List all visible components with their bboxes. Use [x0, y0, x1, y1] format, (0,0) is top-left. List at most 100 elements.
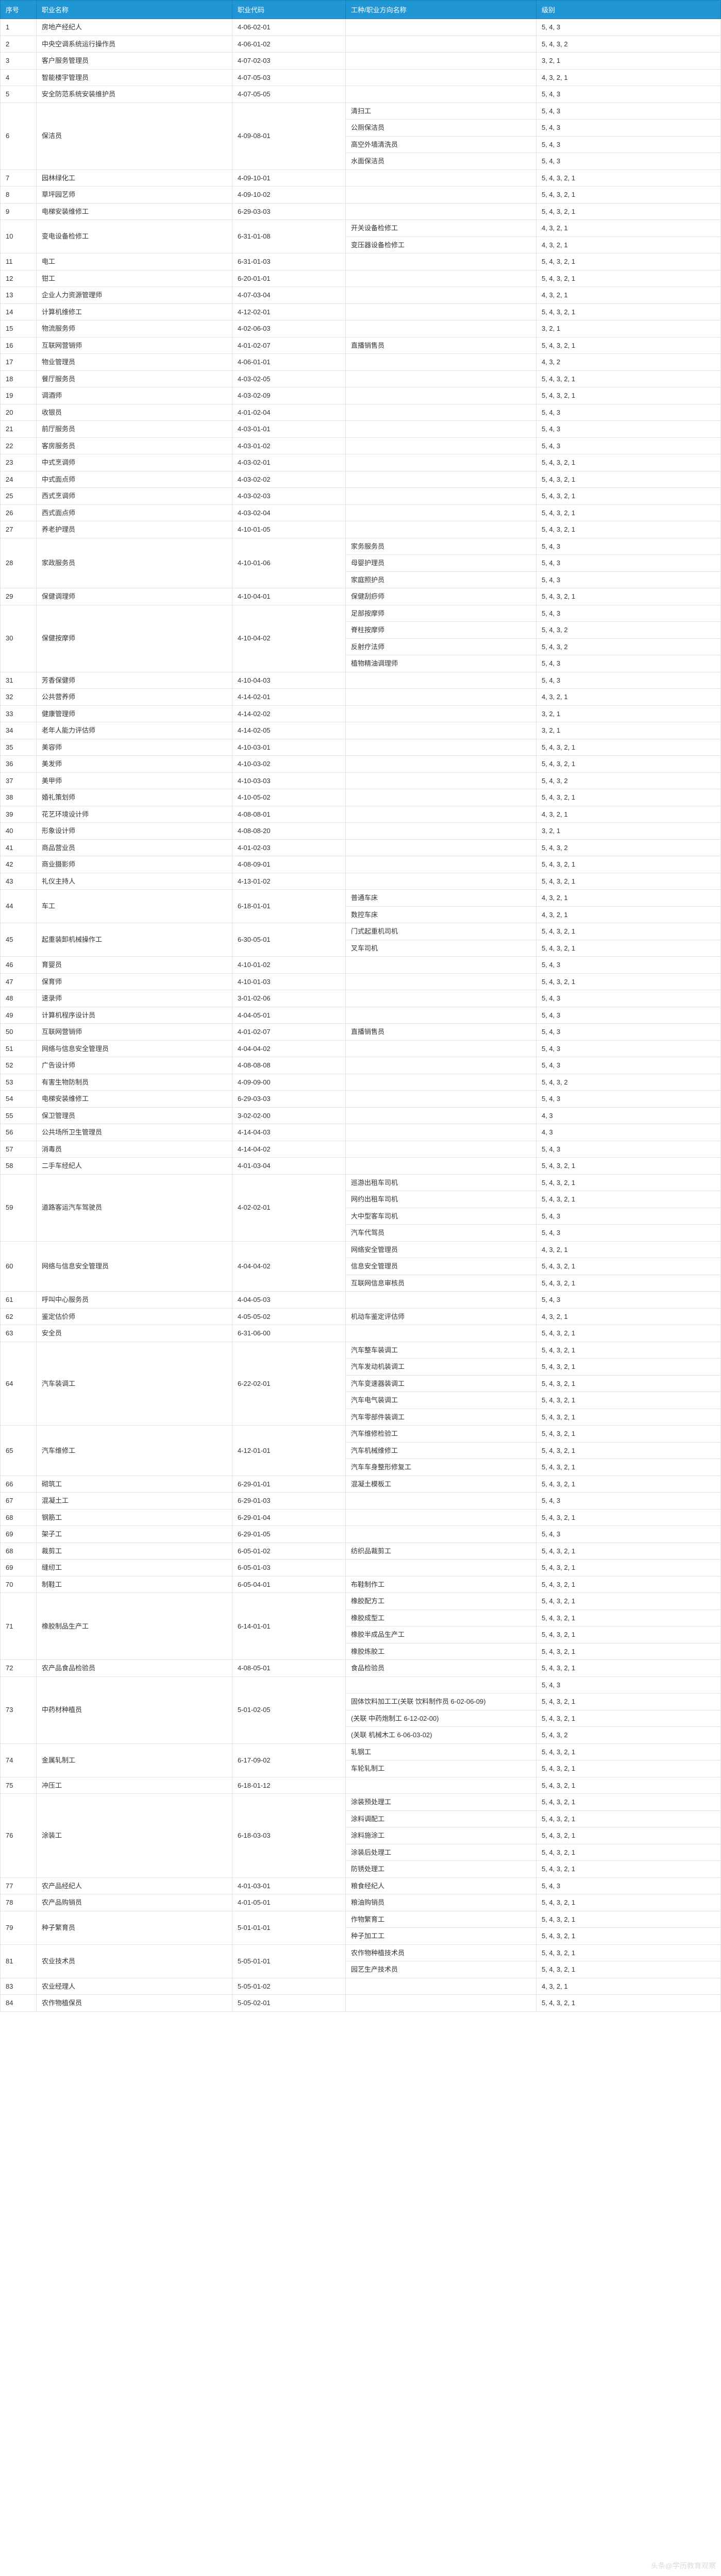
cell-level: 5, 4, 3, 2, 1	[536, 1794, 721, 1811]
cell-name: 缝纫工	[37, 1560, 232, 1577]
table-row: 6保洁员4-09-08-01清扫工5, 4, 3	[1, 103, 721, 120]
cell-sub: 保健刮痧师	[346, 588, 536, 605]
cell-sub: 互联网信息审核员	[346, 1275, 536, 1292]
cell-level: 5, 4, 3, 2, 1	[536, 1626, 721, 1643]
cell-seq: 66	[1, 1476, 37, 1493]
table-row: 61呼叫中心服务员4-04-05-035, 4, 3	[1, 1292, 721, 1309]
cell-seq: 41	[1, 839, 37, 856]
table-row: 26西式面点师4-03-02-045, 4, 3, 2, 1	[1, 504, 721, 521]
cell-sub	[346, 270, 536, 287]
cell-sub	[346, 1107, 536, 1124]
cell-seq: 1	[1, 19, 37, 36]
cell-code: 4-07-05-03	[232, 69, 346, 86]
cell-sub	[346, 86, 536, 103]
cell-code: 4-14-04-02	[232, 1141, 346, 1158]
table-row: 13企业人力资源管理师4-07-03-044, 3, 2, 1	[1, 287, 721, 304]
cell-name: 农作物植保员	[37, 1995, 232, 2012]
cell-level: 3, 2, 1	[536, 705, 721, 722]
table-row: 55保卫管理员3-02-02-004, 3	[1, 1107, 721, 1124]
cell-name: 智能楼宇管理员	[37, 69, 232, 86]
cell-seq: 68	[1, 1509, 37, 1526]
cell-name: 园林绿化工	[37, 170, 232, 187]
cell-sub: 汽车机械维修工	[346, 1442, 536, 1459]
occupation-table: 序号 职业名称 职业代码 工种/职业方向名称 级别 1房地产经纪人4-06-02…	[0, 0, 721, 2012]
cell-level: 5, 4, 3, 2, 1	[536, 1660, 721, 1677]
cell-level: 5, 4, 3, 2, 1	[536, 1359, 721, 1376]
cell-level: 5, 4, 3, 2	[536, 1074, 721, 1091]
cell-level: 5, 4, 3	[536, 555, 721, 572]
cell-sub: 直播销售员	[346, 337, 536, 354]
cell-level: 5, 4, 3, 2, 1	[536, 1810, 721, 1827]
cell-level: 5, 4, 3	[536, 1040, 721, 1057]
cell-level: 4, 3, 2, 1	[536, 890, 721, 907]
cell-sub: 混凝土模板工	[346, 1476, 536, 1493]
cell-code: 4-10-01-05	[232, 521, 346, 538]
cell-level: 5, 4, 3, 2, 1	[536, 588, 721, 605]
cell-level: 5, 4, 3	[536, 655, 721, 672]
cell-level: 5, 4, 3, 2, 1	[536, 1861, 721, 1878]
cell-code: 4-08-08-01	[232, 806, 346, 823]
table-row: 4智能楼宇管理员4-07-05-034, 3, 2, 1	[1, 69, 721, 86]
table-row: 60网络与信息安全管理员4-04-04-02网络安全管理员4, 3, 2, 1	[1, 1241, 721, 1258]
cell-seq: 65	[1, 1426, 37, 1476]
cell-level: 4, 3, 2, 1	[536, 220, 721, 237]
table-row: 50互联网营销师4-01-02-07直播销售员5, 4, 3	[1, 1024, 721, 1041]
cell-sub: 农作物种植技术员	[346, 1944, 536, 1961]
table-row: 2中央空调系统运行操作员4-06-01-025, 4, 3, 2	[1, 36, 721, 53]
cell-name: 家政服务员	[37, 538, 232, 588]
cell-sub: 纺织品裁剪工	[346, 1543, 536, 1560]
cell-seq: 45	[1, 923, 37, 957]
cell-code: 6-14-01-01	[232, 1593, 346, 1660]
cell-level: 3, 2, 1	[536, 320, 721, 337]
cell-seq: 68	[1, 1543, 37, 1560]
cell-name: 企业人力资源管理师	[37, 287, 232, 304]
cell-name: 互联网营销师	[37, 1024, 232, 1041]
cell-name: 制鞋工	[37, 1576, 232, 1593]
cell-seq: 20	[1, 404, 37, 421]
cell-sub: 汽车变速器装调工	[346, 1375, 536, 1392]
cell-name: 保洁员	[37, 103, 232, 170]
cell-seq: 57	[1, 1141, 37, 1158]
cell-seq: 10	[1, 220, 37, 253]
cell-code: 4-01-02-07	[232, 1024, 346, 1041]
cell-sub	[346, 689, 536, 706]
cell-sub	[346, 973, 536, 990]
cell-level: 5, 4, 3, 2, 1	[536, 856, 721, 873]
cell-name: 电梯安装维修工	[37, 1091, 232, 1108]
cell-sub: 普通车床	[346, 890, 536, 907]
cell-seq: 60	[1, 1241, 37, 1292]
cell-level: 5, 4, 3, 2, 1	[536, 1777, 721, 1794]
cell-name: 车工	[37, 890, 232, 923]
table-row: 8草坪园艺师4-09-10-025, 4, 3, 2, 1	[1, 187, 721, 204]
cell-sub	[346, 722, 536, 739]
cell-seq: 33	[1, 705, 37, 722]
table-row: 33健康管理师4-14-02-023, 2, 1	[1, 705, 721, 722]
cell-sub: 网络安全管理员	[346, 1241, 536, 1258]
cell-name: 电工	[37, 253, 232, 270]
cell-name: 商品营业员	[37, 839, 232, 856]
cell-sub: 大中型客车司机	[346, 1208, 536, 1225]
cell-sub: 园艺生产技术员	[346, 1961, 536, 1978]
cell-sub	[346, 421, 536, 438]
cell-seq: 35	[1, 739, 37, 756]
table-row: 81农业技术员5-05-01-01农作物种植技术员5, 4, 3, 2, 1	[1, 1944, 721, 1961]
cell-seq: 8	[1, 187, 37, 204]
cell-level: 5, 4, 3	[536, 1024, 721, 1041]
table-row: 51网络与信息安全管理员4-04-04-025, 4, 3	[1, 1040, 721, 1057]
cell-seq: 48	[1, 990, 37, 1007]
cell-name: 农业技术员	[37, 1944, 232, 1978]
cell-sub	[346, 1526, 536, 1543]
cell-code: 4-10-03-03	[232, 772, 346, 789]
cell-sub: 橡胶炼胶工	[346, 1643, 536, 1660]
cell-code: 4-04-04-02	[232, 1040, 346, 1057]
cell-code: 4-01-02-03	[232, 839, 346, 856]
cell-code: 6-18-01-01	[232, 890, 346, 923]
cell-level: 4, 3, 2, 1	[536, 806, 721, 823]
cell-level: 5, 4, 3	[536, 120, 721, 137]
cell-level: 5, 4, 3, 2, 1	[536, 1560, 721, 1577]
cell-level: 5, 4, 3, 2, 1	[536, 1911, 721, 1928]
cell-code: 4-14-02-02	[232, 705, 346, 722]
cell-name: 农产品购销员	[37, 1894, 232, 1911]
cell-code: 4-08-05-01	[232, 1660, 346, 1677]
cell-sub	[346, 187, 536, 204]
